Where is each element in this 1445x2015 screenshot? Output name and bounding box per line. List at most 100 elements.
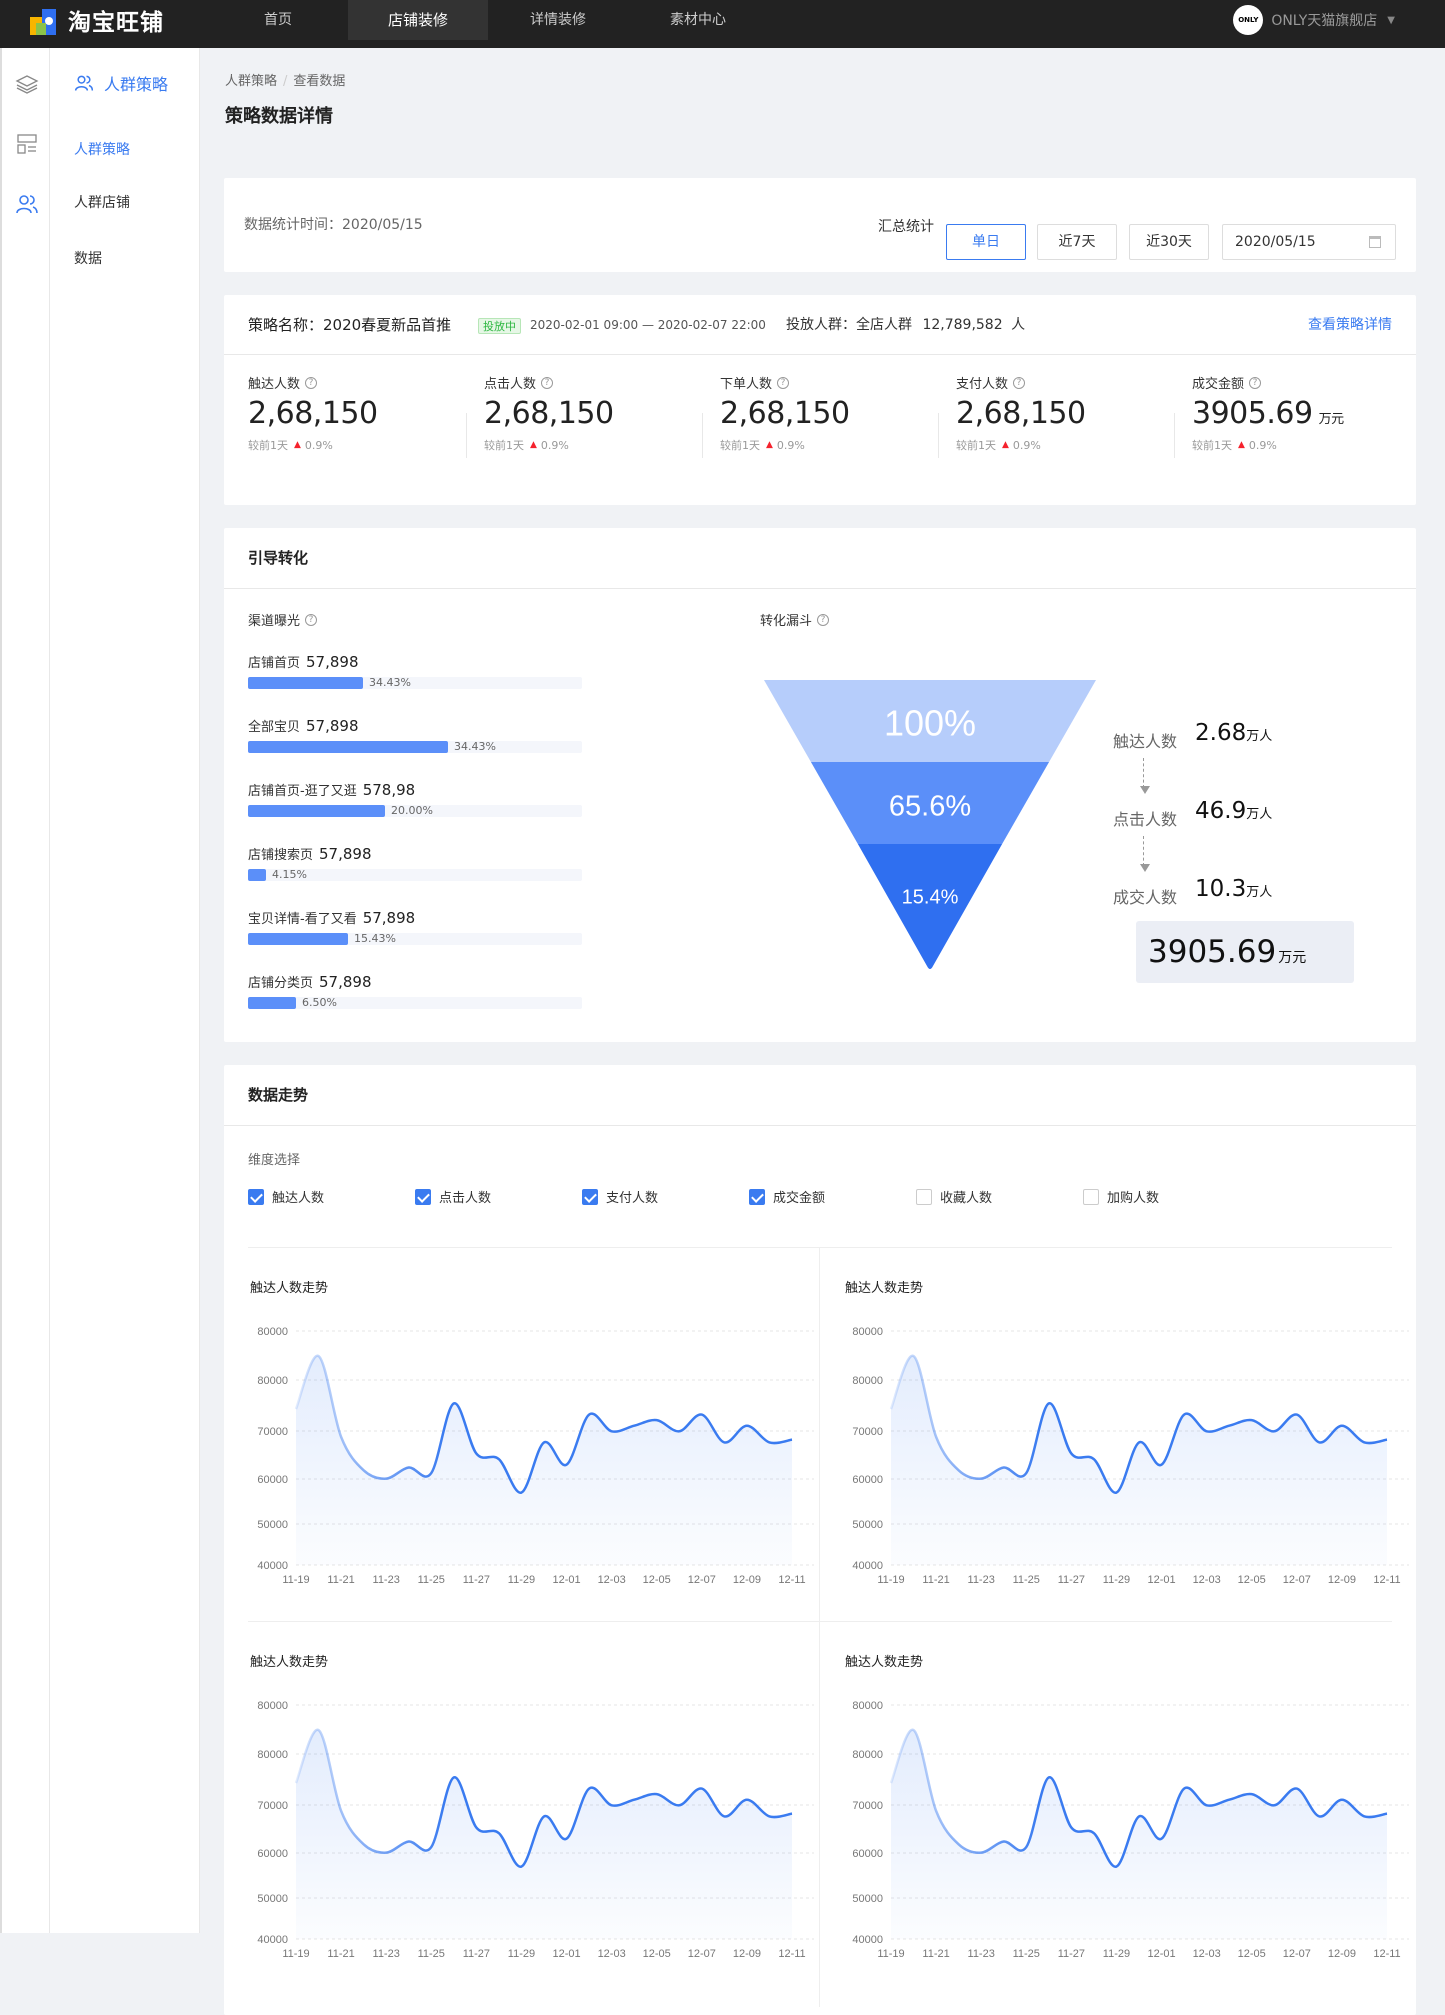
channel-value: 57,898 xyxy=(306,653,359,671)
help-icon[interactable]: ? xyxy=(777,376,790,389)
funnel-title: 转化漏斗? xyxy=(760,610,830,629)
y-tick-label: 70000 xyxy=(852,1800,883,1812)
help-icon[interactable]: ? xyxy=(817,613,830,626)
series-line xyxy=(889,1354,1388,1494)
divider xyxy=(938,413,939,458)
x-tick-label: 11-29 xyxy=(1103,1574,1130,1586)
chevron-down-icon: ▼ xyxy=(1387,14,1395,26)
chart-plot: 80000 80000 70000 60000 50000 40000 11-19 11-21… xyxy=(257,1700,814,1960)
channel-bar-fill xyxy=(248,933,348,945)
y-tick-label: 80000 xyxy=(257,1326,288,1338)
single-day-button[interactable]: 单日 xyxy=(946,224,1026,260)
divider xyxy=(702,413,703,458)
x-tick-label: 11-23 xyxy=(373,1948,400,1960)
metric-value: 2,68,150 xyxy=(956,396,1176,431)
layers-icon[interactable] xyxy=(15,72,39,96)
x-tick-label: 12-09 xyxy=(1328,1948,1356,1960)
help-icon[interactable]: ? xyxy=(1013,376,1026,389)
funnel-stat-unit: 万人 xyxy=(1246,807,1273,822)
metric-value-number: 2,68,150 xyxy=(484,396,614,431)
dimension-label: 支付人数 xyxy=(606,1191,659,1206)
status-badge: 投放中 xyxy=(478,318,521,334)
dimension-checkbox[interactable]: 点击人数 xyxy=(415,1187,491,1206)
x-tick-label: 12-07 xyxy=(1283,1574,1311,1586)
nav-detail-decoration[interactable]: 详情装修 xyxy=(530,12,586,28)
divider xyxy=(248,1621,1392,1622)
checkbox-icon[interactable] xyxy=(415,1188,431,1205)
channel-row: 全部宝贝 57,898 34.43% xyxy=(248,716,588,753)
crowd-unit: 人 xyxy=(1011,317,1026,333)
metric-compare-label: 较前1天 xyxy=(720,439,760,452)
x-tick-label: 12-03 xyxy=(1193,1948,1221,1960)
channel-percent: 34.43% xyxy=(369,676,411,689)
dimension-checkbox[interactable]: 收藏人数 xyxy=(916,1187,992,1206)
last-7-days-button[interactable]: 近7天 xyxy=(1037,224,1117,260)
metric-change: 0.9% xyxy=(1012,438,1041,452)
checkbox-icon[interactable] xyxy=(582,1188,598,1205)
sidebar-item-crowd-store[interactable]: 人群店铺 xyxy=(74,195,130,211)
channel-label: 店铺搜索页 57,898 xyxy=(248,844,588,863)
date-picker[interactable]: 2020/05/15 xyxy=(1222,224,1396,260)
y-tick-label: 40000 xyxy=(852,1560,883,1572)
metric-compare-label: 较前1天 xyxy=(484,439,524,452)
chart-title: 触达人数走势 xyxy=(845,1281,924,1296)
date-value: 2020/05/15 xyxy=(1235,234,1316,250)
data-trend-title: 数据走势 xyxy=(224,1065,1416,1126)
view-strategy-detail-link[interactable]: 查看策略详情 xyxy=(1308,317,1392,333)
channel-percent: 20.00% xyxy=(391,804,433,817)
channel-bar-track xyxy=(248,997,582,1009)
checkbox-icon[interactable] xyxy=(749,1188,765,1205)
chart-plot: 80000 80000 70000 60000 50000 40000 11-19 11-21… xyxy=(257,1326,814,1586)
channel-value: 57,898 xyxy=(319,973,372,991)
series-line xyxy=(889,1728,1388,1868)
help-icon[interactable]: ? xyxy=(305,376,318,389)
channel-name: 宝贝详情-看了又看 xyxy=(248,912,357,927)
funnel-stat-label: 点击人数 xyxy=(1113,810,1178,829)
metric-value-number: 2,68,150 xyxy=(720,396,850,431)
dimension-checkbox[interactable]: 加购人数 xyxy=(1083,1187,1159,1206)
funnel-stat-value: 2.68万人 xyxy=(1195,720,1272,746)
funnel-tier xyxy=(857,844,1003,969)
funnel-tier-label: 15.4% xyxy=(902,886,959,908)
crowd-label: 投放人群：全店人群 xyxy=(786,317,912,333)
nav-store-decoration[interactable]: 店铺装修 xyxy=(348,0,488,40)
nav-material-center[interactable]: 素材中心 xyxy=(670,12,726,28)
y-tick-label: 60000 xyxy=(257,1848,288,1860)
help-icon[interactable]: ? xyxy=(305,613,318,626)
shop-account-menu[interactable]: ONLY ONLY天猫旗舰店 ▼ xyxy=(1233,5,1395,35)
checkbox-icon[interactable] xyxy=(248,1188,264,1205)
x-tick-label: 11-29 xyxy=(508,1574,535,1586)
crowd-users-icon[interactable] xyxy=(15,192,39,216)
channel-percent: 4.15% xyxy=(272,868,307,881)
metric-compare: 较前1天 ▲ 0.9% xyxy=(720,437,940,453)
dimension-checkbox[interactable]: 支付人数 xyxy=(582,1187,658,1206)
metric-value: 2,68,150 xyxy=(484,396,704,431)
help-icon[interactable]: ? xyxy=(1249,376,1262,389)
help-icon[interactable]: ? xyxy=(541,376,554,389)
funnel-connector xyxy=(1143,836,1145,866)
guide-conversion-title: 引导转化 xyxy=(224,528,1416,589)
metric-card: 成交金额? 3905.69 万元 较前1天 ▲ 0.9% xyxy=(1192,373,1412,453)
checkbox-icon[interactable] xyxy=(916,1188,932,1205)
nav-home[interactable]: 首页 xyxy=(264,12,292,28)
x-tick-label: 12-01 xyxy=(552,1948,580,1960)
funnel-stat-unit: 万人 xyxy=(1246,885,1273,900)
dimension-checkbox[interactable]: 触达人数 xyxy=(248,1187,324,1206)
channel-label: 店铺首页 57,898 xyxy=(248,652,588,671)
sidebar-item-data[interactable]: 数据 xyxy=(74,251,102,267)
strategy-time-range: 2020-02-01 09:00 — 2020-02-07 22:00 xyxy=(530,318,766,332)
trend-up-icon: ▲ xyxy=(766,440,773,450)
x-tick-label: 12-07 xyxy=(1283,1948,1311,1960)
last-30-days-button[interactable]: 近30天 xyxy=(1129,224,1209,260)
dimension-checkbox[interactable]: 成交金额 xyxy=(749,1187,825,1206)
funnel-amount-value: 3905.69 xyxy=(1148,934,1277,970)
x-tick-label: 11-19 xyxy=(282,1948,309,1960)
app-logo[interactable]: 淘宝旺铺 xyxy=(28,0,164,40)
metric-card: 支付人数? 2,68,150 较前1天 ▲ 0.9% xyxy=(956,373,1176,453)
funnel-label: 转化漏斗 xyxy=(760,614,813,629)
checkbox-icon[interactable] xyxy=(1083,1188,1099,1205)
sidebar-item-crowd-strategy[interactable]: 人群策略 xyxy=(74,142,130,158)
breadcrumb-item[interactable]: 人群策略 xyxy=(225,74,278,89)
layout-icon[interactable] xyxy=(15,132,39,156)
dimension-label: 成交金额 xyxy=(773,1191,826,1206)
